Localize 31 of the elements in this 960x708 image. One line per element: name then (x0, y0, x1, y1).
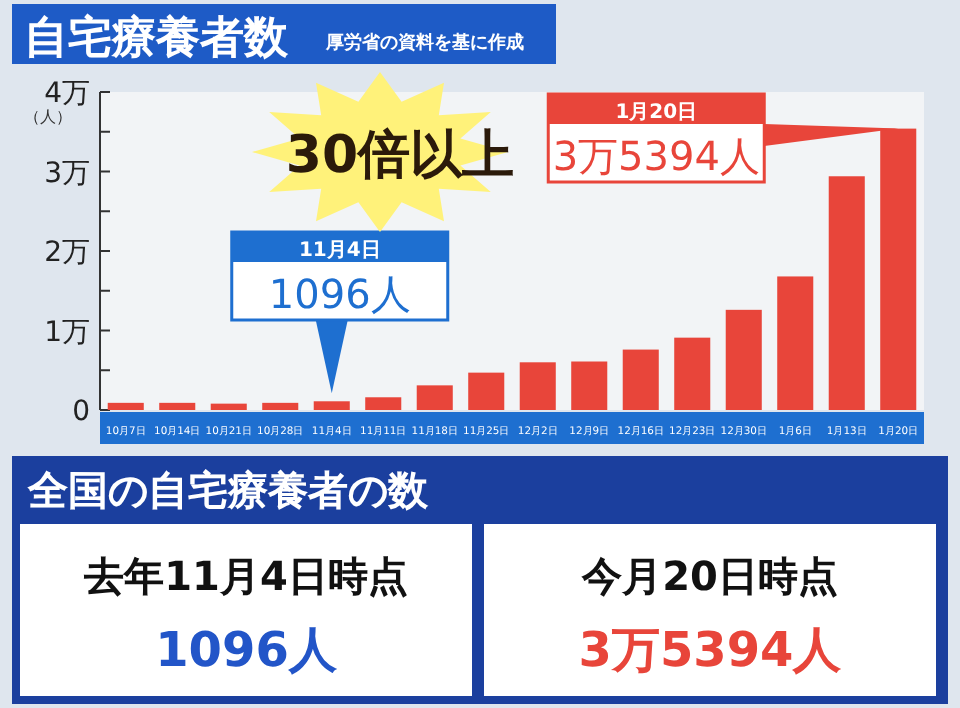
bar (210, 403, 247, 410)
bar (313, 401, 350, 410)
chart-subtitle: 厚労省の資料を基に作成 (324, 32, 524, 54)
y-tick-label: 3万 (44, 157, 90, 190)
annotation: 1月20日 3万5394人 (552, 102, 760, 180)
y-axis-title: （人） (24, 108, 72, 126)
bar (468, 372, 505, 410)
bar (622, 349, 659, 410)
y-tick-label: 0 (72, 396, 90, 428)
y-tick-label: 1万 (44, 316, 90, 349)
y-tick-label: 2万 (44, 237, 90, 269)
bar (416, 385, 453, 410)
bar (107, 402, 144, 410)
bar (571, 361, 608, 410)
bar (674, 337, 711, 410)
annotation: 11月4日 1096人 (268, 240, 411, 318)
bar (262, 402, 299, 410)
bar (725, 309, 762, 410)
text: 1096人 (155, 622, 339, 678)
chart-title: 自宅療養者数 (24, 12, 290, 64)
text: 3万5394人 (578, 622, 844, 678)
bar (828, 176, 865, 410)
bar (159, 402, 196, 410)
text: 去年11月4日時点 (82, 552, 408, 600)
annotation: 30倍以上 (285, 126, 515, 186)
bar (365, 397, 402, 410)
y-tick-label: 4万 (44, 78, 90, 110)
bar (519, 362, 556, 410)
text: 今月20日時点 (580, 552, 838, 600)
bar (777, 276, 814, 410)
text: 全国の自宅療養者の数 (26, 466, 430, 514)
